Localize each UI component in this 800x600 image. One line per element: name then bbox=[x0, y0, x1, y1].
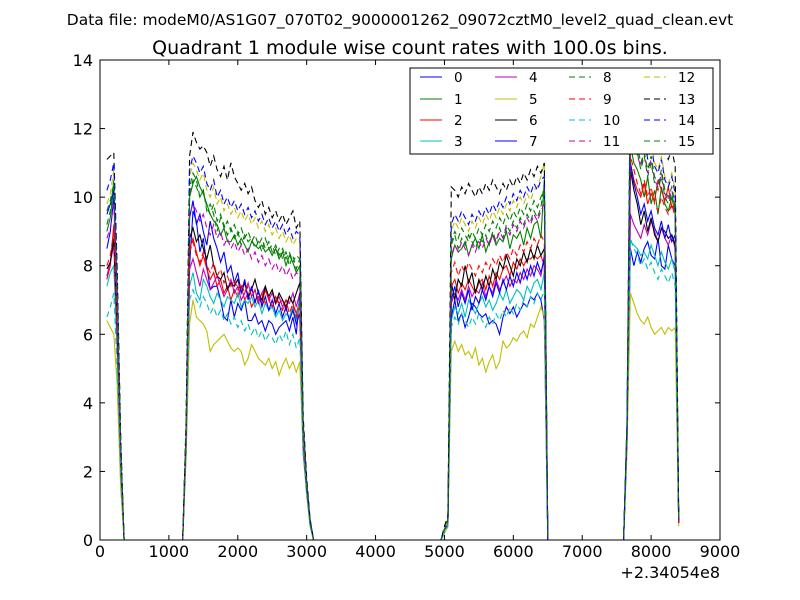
x-tick-label: 4000 bbox=[355, 542, 396, 561]
legend-item-3: 3 bbox=[420, 134, 463, 150]
series-line-4 bbox=[106, 214, 680, 540]
legend-label: 13 bbox=[678, 92, 695, 108]
x-tick-label: 1000 bbox=[149, 542, 190, 561]
legend-label: 5 bbox=[529, 92, 538, 108]
series-lines bbox=[106, 66, 680, 540]
legend-label: 1 bbox=[454, 92, 463, 108]
legend-item-2: 2 bbox=[420, 113, 463, 129]
y-tick-label: 10 bbox=[73, 188, 93, 207]
y-tick-label: 6 bbox=[83, 325, 93, 344]
axis-ticks bbox=[99, 59, 721, 541]
x-tick-label: 5000 bbox=[424, 542, 465, 561]
legend-label: 14 bbox=[678, 113, 695, 129]
series-line-10 bbox=[106, 238, 680, 540]
legend-item-0: 0 bbox=[420, 70, 463, 86]
legend-label: 12 bbox=[678, 70, 695, 86]
series-line-5 bbox=[106, 292, 680, 540]
y-tick-label: 0 bbox=[83, 531, 93, 550]
legend-item-12: 12 bbox=[644, 70, 695, 86]
legend-label: 15 bbox=[678, 134, 695, 150]
series-line-14 bbox=[106, 94, 680, 540]
x-tick-label: 0 bbox=[95, 542, 105, 561]
legend-label: 0 bbox=[454, 70, 463, 86]
x-tick-label: 2000 bbox=[217, 542, 258, 561]
series-line-2 bbox=[106, 162, 680, 540]
series-line-7 bbox=[106, 162, 680, 540]
y-tick-label: 4 bbox=[83, 394, 93, 413]
legend-item-7: 7 bbox=[495, 134, 538, 150]
legend-label: 4 bbox=[529, 70, 538, 86]
series-line-13 bbox=[106, 66, 680, 540]
legend-item-13: 13 bbox=[644, 92, 695, 108]
legend-item-5: 5 bbox=[495, 92, 538, 108]
legend-item-14: 14 bbox=[644, 113, 695, 129]
legend-item-4: 4 bbox=[495, 70, 538, 86]
figure-suptitle: Data file: modeM0/AS1G07_070T02_90000012… bbox=[67, 11, 733, 30]
legend-label: 9 bbox=[603, 92, 612, 108]
legend-label: 7 bbox=[529, 134, 538, 150]
chart-title: Quadrant 1 module wise count rates with … bbox=[152, 37, 668, 59]
series-line-6 bbox=[106, 169, 680, 540]
y-tick-label: 14 bbox=[73, 51, 93, 70]
plot-frame bbox=[99, 59, 721, 541]
legend-item-9: 9 bbox=[569, 92, 612, 108]
legend-label: 3 bbox=[454, 134, 463, 150]
x-tick-label: 8000 bbox=[631, 542, 672, 561]
legend-item-15: 15 bbox=[644, 134, 695, 150]
series-line-8 bbox=[106, 124, 680, 540]
legend-item-6: 6 bbox=[495, 113, 538, 129]
series-line-9 bbox=[106, 155, 680, 540]
series-line-15 bbox=[106, 114, 680, 540]
x-offset-label: +2.34054e8 bbox=[620, 563, 720, 582]
series-line-11 bbox=[106, 128, 680, 540]
axis-tick-labels: 0 1000 2000 3000 4000 5000 6000 7000 8000 9000 0 2 4… bbox=[73, 51, 741, 561]
y-tick-label: 8 bbox=[83, 257, 93, 276]
legend-item-10: 10 bbox=[569, 113, 620, 129]
series-line-0 bbox=[106, 197, 680, 540]
x-tick-label: 9000 bbox=[700, 542, 741, 561]
legend-label: 8 bbox=[603, 70, 612, 86]
x-tick-label: 3000 bbox=[286, 542, 327, 561]
legend-label: 11 bbox=[603, 134, 620, 150]
legend-item-11: 11 bbox=[569, 134, 620, 150]
legend-label: 2 bbox=[454, 113, 463, 129]
legend-label: 10 bbox=[603, 113, 620, 129]
legend-label: 6 bbox=[529, 113, 538, 129]
legend-item-1: 1 bbox=[420, 92, 463, 108]
series-line-1 bbox=[106, 145, 680, 540]
series-line-3 bbox=[106, 240, 680, 540]
y-tick-label: 2 bbox=[83, 462, 93, 481]
legend-item-8: 8 bbox=[569, 70, 612, 86]
x-tick-label: 6000 bbox=[493, 542, 534, 561]
legend-box bbox=[409, 67, 714, 155]
x-tick-label: 7000 bbox=[562, 542, 603, 561]
y-tick-label: 12 bbox=[73, 120, 93, 139]
